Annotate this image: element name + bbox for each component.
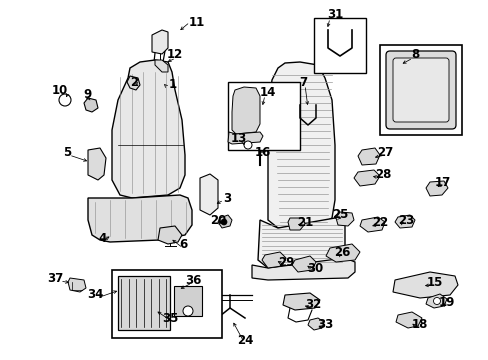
Polygon shape (425, 181, 447, 196)
Polygon shape (88, 148, 106, 180)
Circle shape (221, 219, 226, 225)
Polygon shape (307, 318, 324, 330)
Text: 6: 6 (179, 238, 187, 252)
Text: 30: 30 (306, 261, 323, 274)
Text: 37: 37 (47, 271, 63, 284)
Text: 36: 36 (184, 274, 201, 287)
Text: 3: 3 (223, 192, 231, 204)
Polygon shape (152, 30, 168, 54)
Text: 11: 11 (188, 15, 204, 28)
Polygon shape (200, 174, 218, 215)
Bar (313, 18, 365, 73)
Bar (118, 276, 170, 330)
Text: 2: 2 (130, 76, 138, 89)
Bar (112, 270, 222, 338)
Text: 4: 4 (99, 231, 107, 244)
Text: 23: 23 (397, 213, 413, 226)
Polygon shape (227, 132, 263, 144)
Text: 10: 10 (52, 84, 68, 96)
Text: 20: 20 (209, 213, 225, 226)
Text: 15: 15 (426, 275, 442, 288)
Text: 34: 34 (87, 288, 103, 302)
Polygon shape (231, 87, 260, 134)
Text: 27: 27 (376, 145, 392, 158)
Polygon shape (258, 218, 345, 268)
Text: 8: 8 (410, 49, 418, 62)
Bar (174, 286, 202, 316)
Text: 33: 33 (316, 319, 332, 332)
Text: 26: 26 (333, 246, 349, 258)
Text: 18: 18 (411, 319, 427, 332)
Polygon shape (359, 217, 384, 232)
Text: 22: 22 (371, 216, 387, 229)
Polygon shape (392, 272, 457, 298)
Polygon shape (394, 215, 414, 228)
Text: 9: 9 (82, 89, 91, 102)
Polygon shape (287, 218, 305, 230)
Circle shape (59, 94, 71, 106)
Text: 25: 25 (331, 208, 347, 221)
Text: 21: 21 (296, 216, 312, 229)
Text: 5: 5 (63, 145, 71, 158)
Text: 13: 13 (230, 131, 246, 144)
Polygon shape (425, 294, 446, 308)
Polygon shape (353, 170, 379, 186)
Text: 24: 24 (236, 333, 253, 346)
Circle shape (244, 141, 251, 149)
Polygon shape (155, 60, 168, 72)
Polygon shape (335, 212, 353, 226)
Text: 32: 32 (304, 298, 321, 311)
Text: 17: 17 (434, 175, 450, 189)
Polygon shape (158, 226, 182, 244)
Polygon shape (267, 62, 334, 228)
Polygon shape (84, 98, 98, 112)
Text: 16: 16 (254, 145, 271, 158)
FancyBboxPatch shape (392, 58, 448, 122)
Text: 35: 35 (162, 311, 178, 324)
Polygon shape (127, 76, 140, 90)
Circle shape (183, 306, 193, 316)
Polygon shape (325, 244, 359, 262)
Polygon shape (88, 195, 192, 242)
Polygon shape (68, 278, 86, 292)
Text: 28: 28 (374, 168, 390, 181)
Text: 1: 1 (168, 77, 177, 90)
Text: 7: 7 (298, 76, 306, 89)
Polygon shape (291, 256, 315, 272)
Polygon shape (283, 293, 319, 310)
Circle shape (433, 297, 440, 305)
FancyBboxPatch shape (385, 51, 455, 129)
Polygon shape (112, 60, 184, 198)
Text: 12: 12 (166, 49, 183, 62)
Polygon shape (395, 312, 421, 328)
Polygon shape (262, 252, 285, 268)
Polygon shape (218, 215, 231, 228)
Polygon shape (235, 136, 251, 150)
Text: 14: 14 (259, 85, 276, 99)
Polygon shape (251, 258, 354, 280)
Bar (379, 45, 461, 135)
Text: 19: 19 (438, 296, 454, 309)
Bar (227, 82, 299, 150)
Text: 29: 29 (277, 256, 294, 269)
Polygon shape (357, 148, 379, 165)
Text: 31: 31 (326, 9, 343, 22)
